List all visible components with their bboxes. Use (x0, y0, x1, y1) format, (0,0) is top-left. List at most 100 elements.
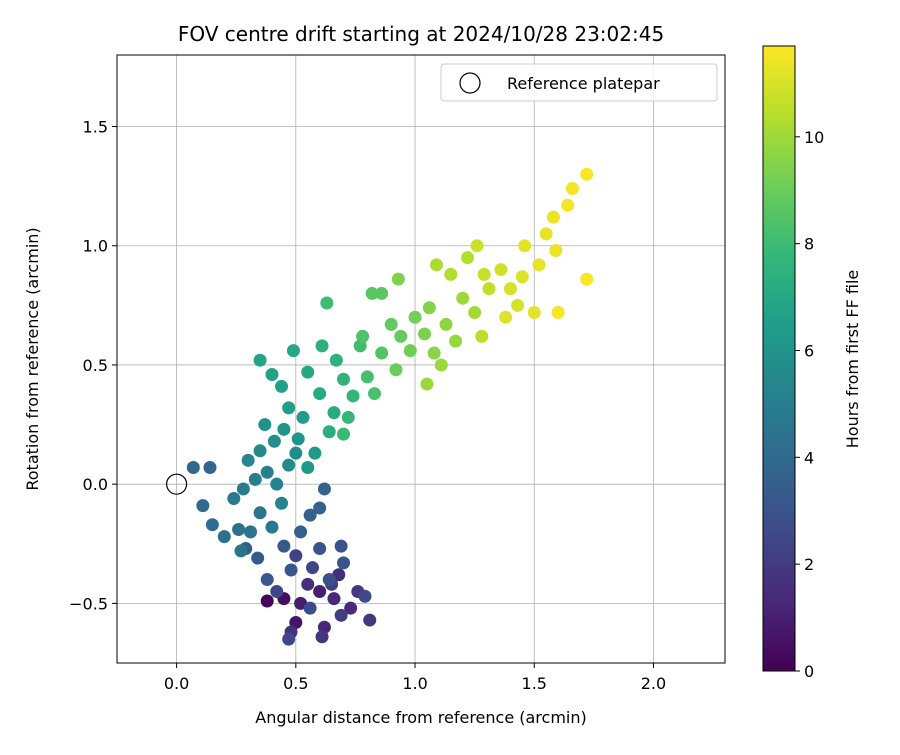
scatter-point (270, 584, 284, 598)
scatter-point (253, 353, 267, 367)
scatter-point (499, 310, 513, 324)
scatter-point (363, 613, 377, 627)
scatter-point (327, 406, 341, 420)
scatter-point (217, 530, 231, 544)
scatter-point (286, 344, 300, 358)
grid-lines (117, 55, 725, 663)
scatter-point (391, 272, 405, 286)
scatter-point (320, 296, 334, 310)
scatter-point (420, 377, 434, 391)
scatter-point (260, 594, 274, 608)
scatter-point (277, 422, 291, 436)
scatter-point (315, 339, 329, 353)
scatter-point (275, 379, 289, 393)
scatter-point (265, 367, 279, 381)
colorbar-tick-label: 8 (804, 235, 814, 254)
scatter-point (449, 334, 463, 348)
scatter-point (227, 491, 241, 505)
scatter-point (253, 506, 267, 520)
scatter-point (253, 444, 267, 458)
scatter-point (475, 329, 489, 343)
scatter-point (277, 539, 291, 553)
colorbar: 0 2 4 6 8 10 Hours from first FF file (762, 45, 862, 681)
scatter-point (358, 589, 372, 603)
scatter-point (539, 227, 553, 241)
scatter-point (303, 508, 317, 522)
y-axis-label: Rotation from reference (arcmin) (23, 227, 42, 490)
scatter-point (196, 499, 210, 513)
scatter-point (282, 458, 296, 472)
scatter-point (503, 282, 517, 296)
scatter-point (482, 282, 496, 296)
colorbar-tick-label: 4 (804, 448, 814, 467)
scatter-point (394, 329, 408, 343)
scatter-point (389, 363, 403, 377)
scatter-point (313, 542, 327, 556)
scatter-point (203, 460, 217, 474)
scatter-point (303, 601, 317, 615)
scatter-point (580, 167, 594, 181)
scatter-point (365, 286, 379, 300)
scatter-point (551, 306, 565, 320)
scatter-point (527, 306, 541, 320)
scatter-point (296, 410, 310, 424)
scatter-point (403, 344, 417, 358)
scatter-point (289, 549, 303, 563)
y-tick-label: 0.5 (83, 356, 108, 375)
legend-box (440, 63, 718, 102)
x-tick-label: 2.0 (641, 674, 666, 693)
scatter-point (322, 425, 336, 439)
scatter-point (232, 522, 246, 536)
scatter-point (337, 556, 351, 570)
scatter-point (532, 258, 546, 272)
scatter-point (322, 573, 336, 587)
scatter-point (344, 601, 358, 615)
scatter-point (511, 298, 525, 312)
reference-platepar-marker (166, 473, 188, 495)
scatter-point (375, 286, 389, 300)
scatter-point (294, 525, 308, 539)
colorbar-ticks: 0 2 4 6 8 10 (795, 128, 824, 681)
scatter-point (301, 365, 315, 379)
scatter-point (434, 358, 448, 372)
scatter-point (284, 563, 298, 577)
scatter-point (282, 632, 296, 646)
y-tick-label: −0.5 (69, 594, 108, 613)
y-tick-label: 0.0 (83, 475, 108, 494)
scatter-point (470, 239, 484, 253)
y-tick-label: 1.5 (83, 118, 108, 137)
x-axis-label: Angular distance from reference (arcmin) (255, 708, 586, 727)
x-tick-label: 1.0 (402, 674, 427, 693)
x-tick-label: 0.0 (164, 674, 189, 693)
y-tick-label: 1.0 (83, 237, 108, 256)
scatter-point (444, 267, 458, 281)
scatter-point (258, 418, 272, 432)
scatter-point (327, 592, 341, 606)
scatter-point (477, 267, 491, 281)
colorbar-gradient (762, 45, 796, 672)
scatter-point (334, 608, 348, 622)
scatter-point (205, 518, 219, 532)
scatter-point (275, 496, 289, 510)
scatter-point (546, 210, 560, 224)
scatter-point (460, 251, 474, 265)
colorbar-tick-label: 6 (804, 341, 814, 360)
scatter-point (427, 346, 441, 360)
scatter-point (408, 310, 422, 324)
y-axis-ticks: −0.5 0.0 0.5 1.0 1.5 (69, 118, 117, 613)
scatter-point (384, 317, 398, 331)
scatter-point (422, 301, 436, 315)
scatter-point (260, 465, 274, 479)
scatter-point (375, 346, 389, 360)
scatter-point (260, 573, 274, 587)
scatter-point (368, 387, 382, 401)
scatter-point (346, 389, 360, 403)
x-axis-ticks: 0.0 0.5 1.0 1.5 2.0 (164, 663, 666, 693)
scatter-point (186, 460, 200, 474)
scatter-point (515, 270, 529, 284)
scatter-point (561, 198, 575, 212)
scatter-point (289, 446, 303, 460)
x-tick-label: 0.5 (283, 674, 308, 693)
